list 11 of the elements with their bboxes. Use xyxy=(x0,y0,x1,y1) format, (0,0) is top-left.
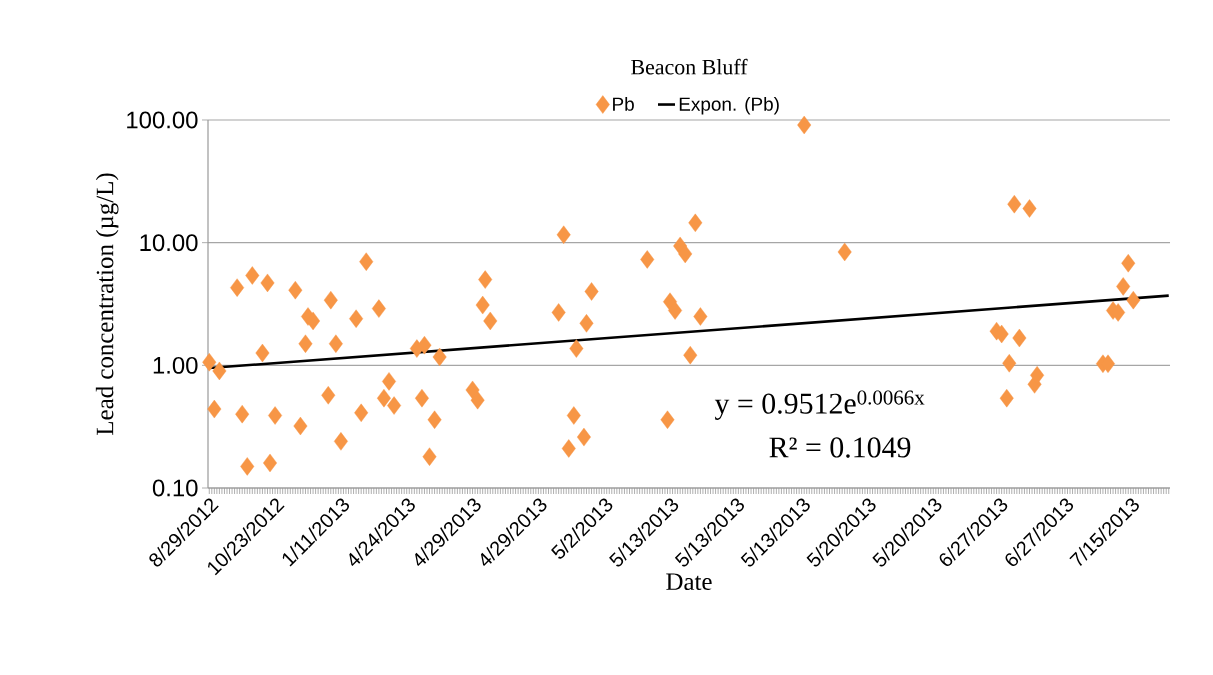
y-tick-label: 10.00 xyxy=(140,234,198,252)
x-axis-title: Date xyxy=(666,573,712,591)
y-tick-label: 0.10 xyxy=(152,479,198,497)
y-tick-label: 100.00 xyxy=(127,111,198,129)
y-axis-title: Lead concentration (µg/L) xyxy=(95,173,119,435)
annotation: y = 0.9512e$^{0.0066x}$ xyxy=(714,390,925,420)
y-tick-label: 1.00 xyxy=(153,356,198,374)
annotation: R² = 0.1049 xyxy=(769,437,911,458)
legend-label: Expon. (Pb) xyxy=(679,96,779,115)
chart-title: Beacon Bluff xyxy=(631,58,748,75)
legend-label: Pb xyxy=(613,96,634,111)
